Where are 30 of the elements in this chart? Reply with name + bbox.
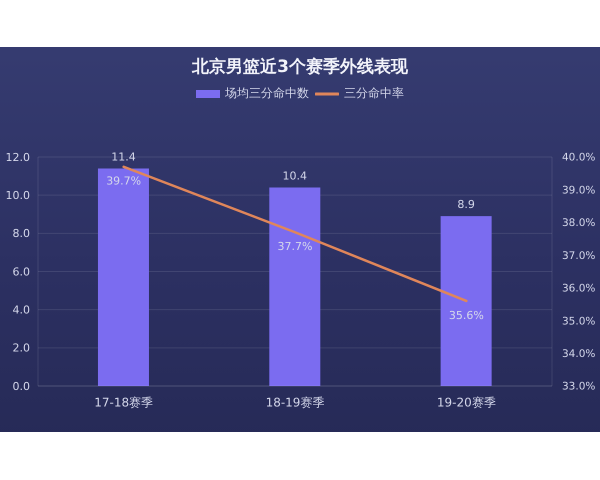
y-tick-label: 6.0 xyxy=(12,265,30,278)
y2-tick-label: 38.0% xyxy=(562,217,596,230)
y-tick-label: 0.0 xyxy=(12,380,30,393)
bar xyxy=(440,216,492,386)
data-label: 10.4 xyxy=(282,170,308,183)
y-tick-label: 10.0 xyxy=(6,189,30,202)
data-label: 39.7% xyxy=(106,174,142,188)
bar xyxy=(269,188,320,386)
y2-tick-label: 35.0% xyxy=(562,315,596,328)
y2-tick-label: 34.0% xyxy=(562,348,596,360)
x-tick-label: 19-20赛季 xyxy=(436,396,496,410)
data-label: 11.4 xyxy=(111,150,136,164)
chart-title: 北京男篮近3个赛季外线表现 xyxy=(190,56,409,78)
x-tick-label: 17-18赛季 xyxy=(94,396,154,410)
data-label: 37.7% xyxy=(278,240,312,254)
y-tick-label: 8.0 xyxy=(12,227,30,240)
y-tick-label: 2.0 xyxy=(12,342,30,355)
data-label: 8.9 xyxy=(457,198,475,212)
x-tick-label: 18-19赛季 xyxy=(266,396,324,410)
y2-tick-label: 39.0% xyxy=(562,184,596,196)
y2-tick-label: 40.0% xyxy=(562,152,596,164)
y-tick-label: 12.0 xyxy=(6,150,30,164)
y-tick-label: 4.0 xyxy=(12,304,30,317)
bar xyxy=(98,168,149,386)
y2-tick-label: 37.0% xyxy=(562,250,596,262)
y2-tick-label: 33.0% xyxy=(562,380,596,393)
y2-tick-label: 36.0% xyxy=(562,282,596,295)
legend-label: 三分命中率 xyxy=(344,85,404,102)
data-label: 35.6% xyxy=(448,308,484,322)
legend-label: 场均三分命中数 xyxy=(225,85,309,102)
